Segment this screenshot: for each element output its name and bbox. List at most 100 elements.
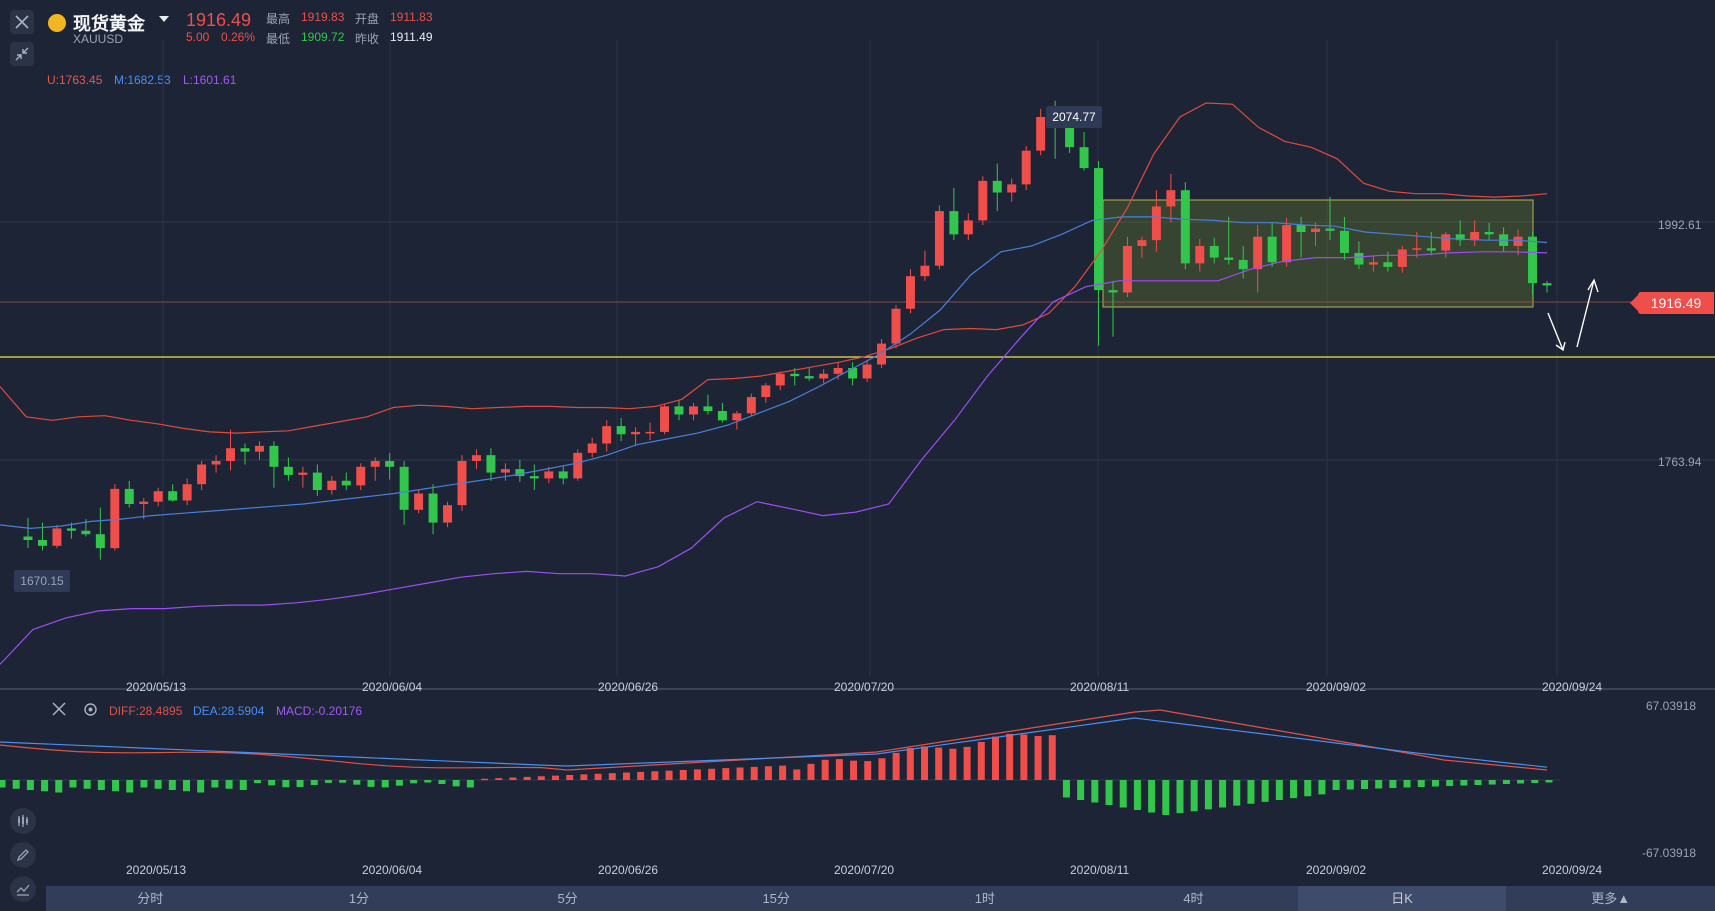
macd-close-icon[interactable] — [52, 702, 66, 721]
symbol-code: XAUUSD — [73, 32, 124, 46]
candle-body — [298, 472, 308, 475]
tab-1min[interactable]: 1分 — [348, 891, 370, 906]
macd-settings-icon[interactable] — [83, 702, 98, 722]
close-icon — [15, 15, 29, 29]
date-label: 2020/07/20 — [834, 680, 895, 694]
dropdown-caret-icon[interactable] — [159, 16, 169, 22]
macd-dea-line — [0, 717, 1548, 768]
macd-histogram-bar — [1105, 780, 1113, 805]
macd-histogram-bar — [1133, 780, 1141, 810]
macd-histogram-bar — [1204, 780, 1212, 810]
macd-histogram-bar — [665, 770, 673, 780]
macd-histogram-bar — [693, 769, 701, 780]
candle-body — [1470, 232, 1480, 241]
tab-15min[interactable]: 15分 — [762, 891, 790, 906]
candle-body — [414, 493, 424, 510]
shrink-button[interactable] — [10, 42, 34, 66]
macd-histogram-bar — [296, 780, 304, 788]
macd-histogram-bar — [1261, 780, 1269, 802]
close-button[interactable] — [10, 10, 34, 34]
boll-mid-legend: M:1682.53 — [114, 73, 171, 87]
candle-body — [616, 426, 626, 435]
macd-dea-legend: DEA:28.5904 — [193, 704, 265, 718]
boll-lower-legend: L:1601.61 — [183, 73, 237, 87]
high-value: 1919.83 — [301, 10, 345, 24]
macd-histogram-bar — [850, 760, 858, 780]
macd-histogram-bar — [509, 777, 517, 780]
macd-histogram-bar — [1431, 780, 1439, 787]
macd-histogram-bar — [779, 765, 787, 780]
macd-histogram-bar — [679, 770, 687, 780]
candle-body — [1513, 236, 1523, 246]
candle-body — [1036, 116, 1046, 151]
price-chart[interactable] — [0, 0, 1715, 690]
macd-histogram-bar — [793, 769, 801, 780]
symbol-badge — [48, 14, 66, 32]
up-arrow-icon — [1576, 278, 1599, 348]
macd-histogram-bar — [83, 780, 91, 789]
candle-body — [52, 528, 62, 546]
macd-histogram-bar — [381, 780, 389, 788]
macd-histogram-bar — [253, 780, 261, 784]
candle-body — [862, 364, 872, 379]
macd-chart[interactable] — [0, 690, 1715, 860]
indicator-button[interactable] — [10, 876, 36, 902]
current-price-tag: 1916.49 — [1630, 292, 1714, 314]
macd-histogram-bar — [282, 780, 290, 788]
draw-tool-button[interactable] — [10, 842, 36, 868]
symbol-title[interactable]: 现货黄金 — [73, 14, 145, 34]
candle-body — [1079, 147, 1089, 169]
macd-histogram-bar — [1460, 780, 1468, 786]
candle-body — [1065, 125, 1075, 148]
candle-body — [370, 460, 380, 467]
candle-body — [1296, 225, 1306, 233]
date-axis: 2020/05/13 2020/06/04 2020/06/26 2020/07… — [0, 680, 1715, 696]
pencil-icon — [16, 849, 29, 862]
candle-body — [23, 536, 33, 541]
candle-body — [66, 528, 76, 531]
candle-body — [1412, 248, 1422, 250]
indicator-icon — [16, 884, 30, 896]
macd-histogram-bar — [1389, 780, 1397, 788]
boll-upper-legend: U:1763.45 — [47, 73, 103, 87]
macd-histogram-bar — [424, 780, 432, 783]
candle-body — [934, 211, 944, 266]
candle-type-button[interactable] — [10, 808, 36, 834]
macd-histogram-bar — [906, 748, 914, 780]
candle-body — [385, 460, 395, 467]
tab-more[interactable]: 更多▲ — [1591, 891, 1631, 906]
macd-diff-legend: DIFF:28.4895 — [109, 704, 183, 718]
tab-daily[interactable]: 日K — [1297, 886, 1507, 911]
macd-histogram-bar — [523, 776, 531, 780]
candle-body — [110, 488, 120, 549]
macd-histogram-bar — [1446, 780, 1454, 786]
tab-4h[interactable]: 4时 — [1183, 891, 1204, 906]
macd-tick-bottom: -67.03918 — [1642, 846, 1697, 860]
macd-histogram-bar — [963, 746, 971, 780]
macd-histogram-bar — [495, 778, 503, 780]
macd-histogram-bar — [608, 773, 616, 780]
price-tick-low: 1763.94 — [1658, 455, 1702, 469]
macd-histogram-bar — [1233, 780, 1241, 806]
macd-histogram-bar — [878, 758, 886, 780]
macd-histogram-bar — [1375, 780, 1383, 789]
candle-icon — [18, 815, 28, 827]
candle-body — [240, 448, 250, 452]
macd-histogram-bar — [168, 780, 176, 790]
candle-body — [1094, 168, 1104, 291]
candle-body — [804, 376, 814, 379]
tab-1h[interactable]: 1时 — [974, 891, 995, 906]
tab-5min[interactable]: 5分 — [557, 891, 578, 906]
macd-histogram-bar — [140, 780, 148, 788]
timeframe-bar: 分时 1分 5分 15分 1时 4时 日K 更多▲ — [46, 886, 1715, 911]
macd-histogram-bar — [1275, 780, 1283, 800]
macd-histogram-bar — [1176, 780, 1184, 814]
candle-body — [428, 493, 438, 523]
candle-body — [269, 445, 279, 467]
tab-timeshare[interactable]: 分时 — [137, 891, 164, 906]
candle-body — [761, 385, 771, 398]
candle-body — [660, 406, 670, 432]
candle-body — [283, 466, 293, 475]
macd-histogram-bar — [466, 780, 474, 788]
lower-band-line — [0, 251, 1548, 665]
